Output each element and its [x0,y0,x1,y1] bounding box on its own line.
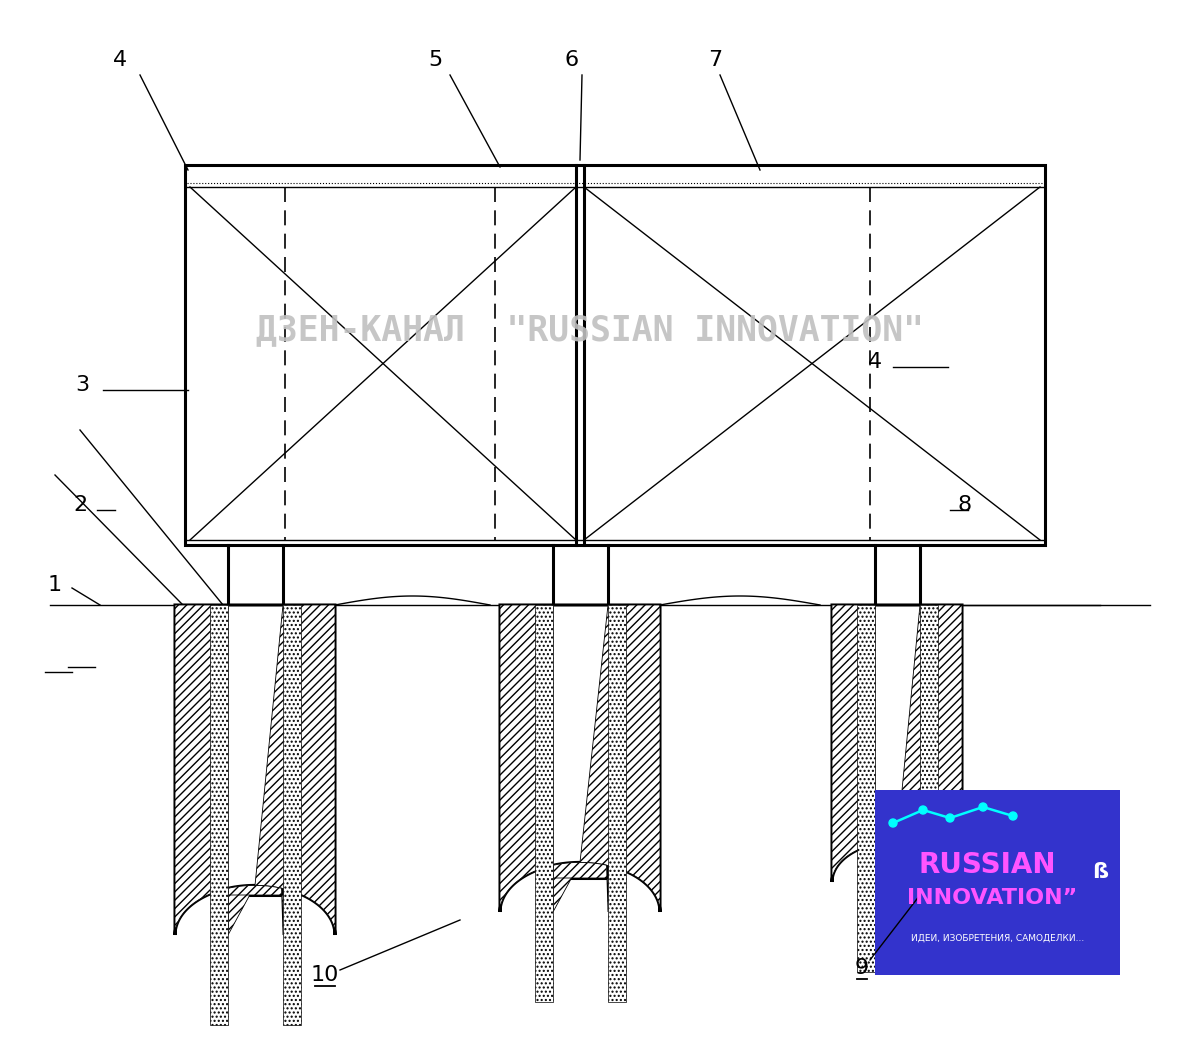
Text: 5: 5 [428,50,442,70]
Polygon shape [283,605,301,1024]
Polygon shape [228,885,283,935]
Polygon shape [898,605,962,882]
Polygon shape [500,605,660,912]
Circle shape [1009,812,1018,820]
Circle shape [919,806,928,814]
Text: 6: 6 [565,50,580,70]
Polygon shape [608,605,626,1002]
Text: RUSSIAN: RUSSIAN [919,851,1056,879]
Circle shape [946,814,954,822]
Text: ß: ß [1092,862,1108,882]
Polygon shape [175,605,256,935]
Text: ИДЕИ, ИЗОБРЕТЕНИЯ, САМОДЕЛКИ...: ИДЕИ, ИЗОБРЕТЕНИЯ, САМОДЕЛКИ... [911,934,1084,942]
Text: 2: 2 [73,495,88,515]
Polygon shape [857,605,875,972]
Text: 1: 1 [48,575,62,596]
Text: INNOVATION”: INNOVATION” [907,889,1078,907]
Polygon shape [553,862,608,912]
Text: 7: 7 [708,50,722,70]
Circle shape [979,803,986,811]
Polygon shape [832,605,898,882]
Polygon shape [535,605,553,1002]
Polygon shape [256,605,335,935]
Circle shape [889,819,898,827]
Polygon shape [175,605,335,935]
Polygon shape [875,842,920,882]
Text: 3: 3 [74,375,89,395]
Text: ДЗЕН-КАНАЛ  "RUSSIAN INNOVATION": ДЗЕН-КАНАЛ "RUSSIAN INNOVATION" [256,313,924,347]
Text: 9: 9 [854,958,869,978]
Text: 10: 10 [311,965,340,985]
Text: 8: 8 [958,495,972,515]
Polygon shape [920,605,938,972]
Polygon shape [832,605,962,882]
Text: 4: 4 [113,50,127,70]
Polygon shape [875,790,1120,975]
Polygon shape [580,605,660,912]
Polygon shape [210,605,228,1024]
Polygon shape [500,605,580,912]
Text: 4: 4 [868,352,882,372]
